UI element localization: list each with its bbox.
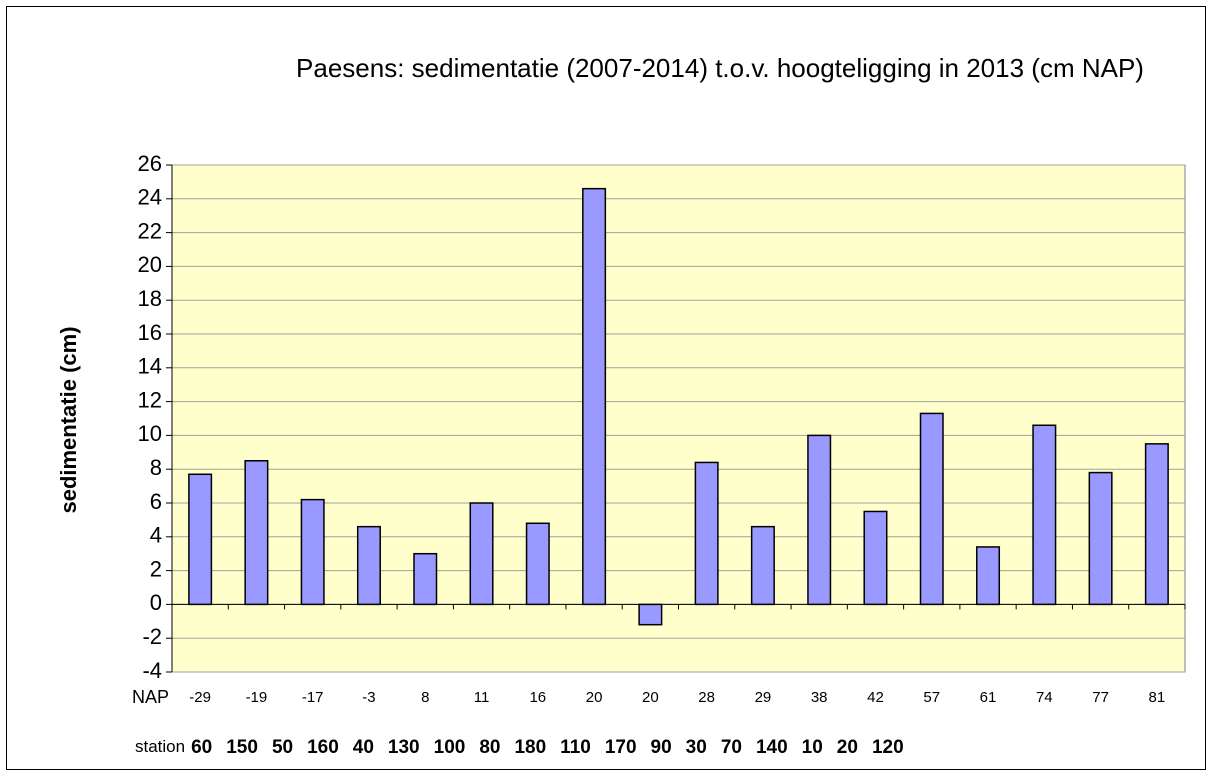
bar: [188, 473, 213, 606]
x-tick-label: 38: [811, 689, 828, 706]
bar: [356, 525, 381, 606]
y-axis-label: sedimentatie (cm): [56, 326, 81, 513]
station-label: 40: [353, 737, 374, 758]
y-tick-label: 2: [150, 556, 162, 581]
x-tick-label: 29: [755, 689, 772, 706]
y-tick-label: 10: [138, 421, 162, 446]
y-tick-label: 20: [138, 252, 162, 277]
bar: [300, 498, 325, 606]
bar: [1088, 471, 1113, 606]
x-tick-label: 81: [1149, 689, 1166, 706]
plot-area: [171, 164, 1186, 673]
station-label: 180: [514, 737, 546, 758]
bar: [919, 412, 944, 606]
station-label: 170: [605, 737, 637, 758]
y-tick-label: 4: [150, 523, 162, 548]
y-tick-label: 12: [138, 387, 162, 412]
y-tick-label: 0: [150, 590, 162, 615]
bar: [807, 434, 832, 606]
station-label: 130: [388, 737, 420, 758]
bar: [638, 603, 663, 626]
x-tick-label: 61: [980, 689, 997, 706]
x-tick-label: -19: [246, 689, 268, 706]
station-label: 120: [872, 737, 904, 758]
y-tick-label: -2: [142, 624, 162, 649]
station-label: 160: [307, 737, 339, 758]
station-label: 150: [226, 737, 258, 758]
x-tick-label: 8: [421, 689, 429, 706]
category-row-label: NAP: [132, 687, 169, 707]
station-label: 70: [721, 737, 742, 758]
x-tick-label: -3: [362, 689, 375, 706]
bar: [582, 187, 607, 606]
x-tick-label: 74: [1036, 689, 1053, 706]
x-tick-label: 20: [586, 689, 603, 706]
y-tick-label: 6: [150, 489, 162, 514]
y-tick-label: 8: [150, 455, 162, 480]
x-tick-label: -29: [189, 689, 211, 706]
x-tick-label: -17: [302, 689, 324, 706]
bar: [244, 460, 269, 606]
y-tick-label: -4: [142, 658, 162, 683]
chart-title: Paesens: sedimentatie (2007-2014) t.o.v.…: [296, 53, 1144, 83]
station-label: 100: [434, 737, 466, 758]
x-tick-label: 16: [529, 689, 546, 706]
bar: [413, 552, 438, 606]
bar: [469, 502, 494, 606]
frame: [6, 6, 1206, 770]
x-tick-label: 20: [642, 689, 659, 706]
station-label: 30: [686, 737, 707, 758]
station-row: station 60 150 50 160 40 130 100 80 180 110 170 90 30…: [135, 737, 904, 758]
station-label: 60: [191, 737, 212, 758]
bar: [750, 525, 775, 606]
x-tick-label: 77: [1092, 689, 1109, 706]
station-label: 110: [560, 737, 591, 758]
bar: [976, 546, 1001, 606]
station-label: 140: [756, 737, 788, 758]
y-tick-label: 22: [138, 218, 162, 243]
y-tick-label: 16: [138, 320, 162, 345]
bar: [863, 510, 888, 606]
x-tick-label: 11: [474, 689, 490, 706]
station-label: 80: [479, 737, 500, 758]
y-tick-label: 14: [138, 354, 162, 379]
x-tick-label: 42: [867, 689, 884, 706]
bar: [694, 461, 719, 606]
bar: [525, 522, 550, 606]
x-tick-label: 28: [698, 689, 715, 706]
y-tick-label: 26: [138, 151, 162, 176]
station-row-label: station: [135, 737, 185, 756]
station-label: 50: [272, 737, 293, 758]
station-label: 10: [802, 737, 823, 758]
x-tick-label: 57: [923, 689, 940, 706]
station-label: 90: [651, 737, 672, 758]
bar: [1144, 443, 1169, 606]
y-tick-label: 24: [138, 185, 162, 210]
station-label: 20: [837, 737, 858, 758]
y-tick-label: 18: [138, 286, 162, 311]
bar: [1032, 424, 1057, 606]
